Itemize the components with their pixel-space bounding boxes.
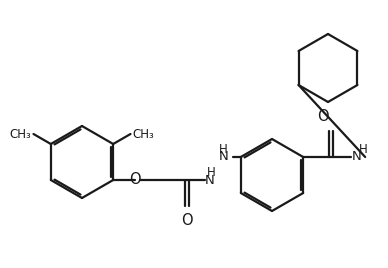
- Text: O: O: [181, 213, 193, 228]
- Text: H: H: [207, 166, 216, 179]
- Text: N: N: [219, 151, 229, 163]
- Text: H: H: [359, 143, 368, 156]
- Text: N: N: [352, 151, 362, 163]
- Text: H: H: [219, 143, 228, 156]
- Text: O: O: [317, 109, 329, 124]
- Text: CH₃: CH₃: [132, 128, 154, 140]
- Text: CH₃: CH₃: [10, 128, 31, 140]
- Text: N: N: [205, 173, 215, 187]
- Text: O: O: [129, 173, 141, 188]
